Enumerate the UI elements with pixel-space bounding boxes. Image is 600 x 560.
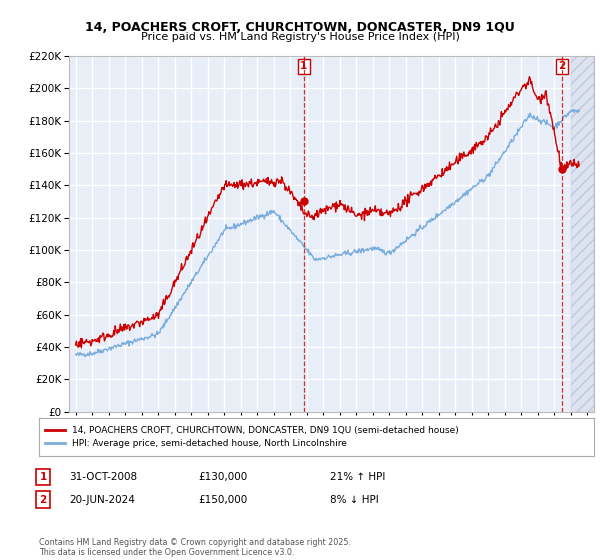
- Text: 20-JUN-2024: 20-JUN-2024: [69, 494, 135, 505]
- Legend: 14, POACHERS CROFT, CHURCHTOWN, DONCASTER, DN9 1QU (semi-detached house), HPI: A: 14, POACHERS CROFT, CHURCHTOWN, DONCASTE…: [42, 423, 461, 451]
- Text: 1: 1: [40, 472, 47, 482]
- Text: 31-OCT-2008: 31-OCT-2008: [69, 472, 137, 482]
- Text: Price paid vs. HM Land Registry's House Price Index (HPI): Price paid vs. HM Land Registry's House …: [140, 32, 460, 43]
- Text: 21% ↑ HPI: 21% ↑ HPI: [330, 472, 385, 482]
- Text: 1: 1: [301, 62, 308, 71]
- Text: 2: 2: [559, 62, 566, 71]
- Bar: [571, 56, 594, 412]
- Text: 14, POACHERS CROFT, CHURCHTOWN, DONCASTER, DN9 1QU: 14, POACHERS CROFT, CHURCHTOWN, DONCASTE…: [85, 21, 515, 34]
- Text: Contains HM Land Registry data © Crown copyright and database right 2025.
This d: Contains HM Land Registry data © Crown c…: [39, 538, 351, 557]
- Text: £130,000: £130,000: [198, 472, 247, 482]
- Text: £150,000: £150,000: [198, 494, 247, 505]
- Text: 2: 2: [40, 494, 47, 505]
- Text: 8% ↓ HPI: 8% ↓ HPI: [330, 494, 379, 505]
